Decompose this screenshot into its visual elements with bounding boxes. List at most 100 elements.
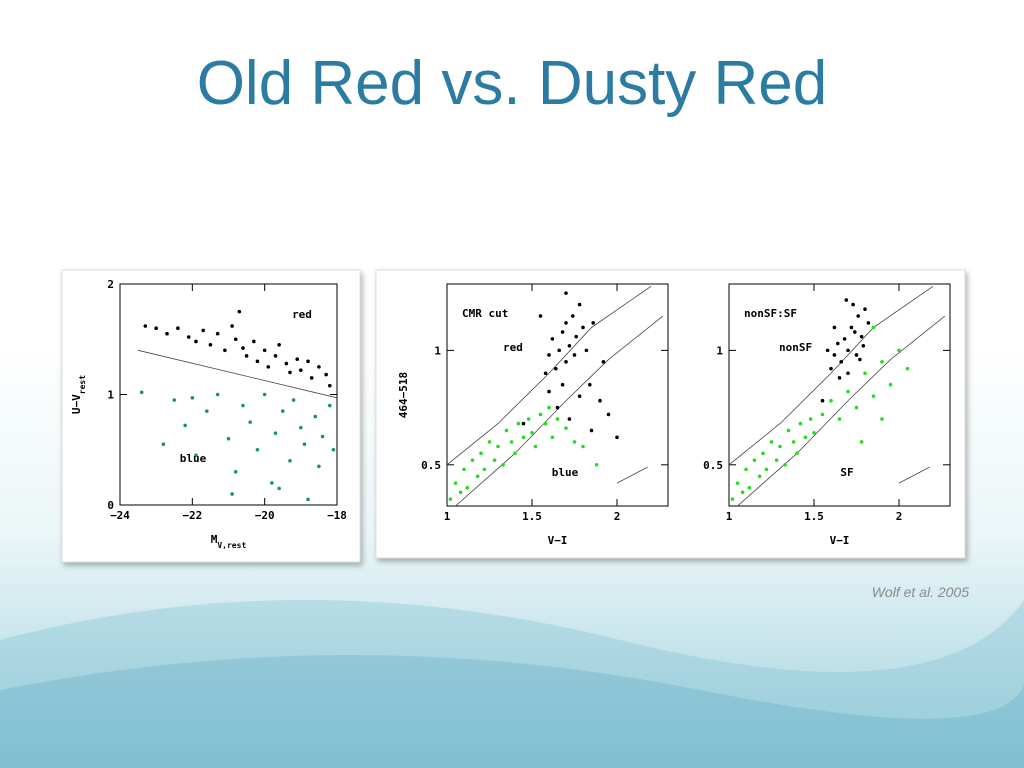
data-point (320, 434, 325, 439)
model-line (455, 315, 664, 506)
data-point (783, 463, 787, 467)
data-point (284, 361, 289, 366)
data-point (778, 444, 782, 449)
data-point (856, 314, 860, 318)
x-axis-label: V−I (548, 534, 568, 547)
data-point (458, 490, 463, 495)
data-point (226, 436, 231, 441)
data-point (270, 481, 274, 485)
data-point (584, 348, 589, 353)
x-tick-label: 1 (726, 510, 733, 523)
data-point (205, 409, 209, 413)
data-point (492, 458, 497, 463)
data-point (808, 417, 813, 421)
data-point (803, 435, 808, 440)
wave (0, 655, 1024, 768)
y-tick-label: 1 (716, 344, 723, 357)
data-point (577, 302, 582, 307)
data-point (880, 417, 884, 421)
data-point (820, 398, 825, 403)
data-point (161, 442, 166, 447)
x-tick-label: −24 (110, 509, 130, 522)
data-point (744, 467, 748, 472)
data-point (598, 398, 602, 403)
data-point (504, 428, 509, 433)
data-point (513, 451, 517, 456)
data-point (837, 417, 842, 421)
data-point (190, 396, 195, 400)
data-point (262, 348, 267, 353)
data-point (836, 341, 840, 346)
y-tick-label: 2 (107, 278, 114, 291)
x-axis-label: MV,rest (211, 533, 247, 550)
data-point (567, 417, 572, 421)
data-point (839, 360, 843, 364)
data-point (327, 383, 332, 388)
data-point (863, 371, 867, 376)
data-point (863, 307, 867, 311)
data-point (482, 467, 487, 472)
data-point (846, 348, 850, 353)
data-point (560, 382, 565, 387)
data-point (223, 348, 227, 353)
data-point (564, 360, 568, 364)
data-point (309, 376, 314, 380)
wave (0, 600, 1024, 768)
data-point (183, 423, 187, 428)
data-point (572, 440, 577, 444)
data-point (277, 486, 281, 491)
data-point (501, 463, 505, 467)
data-point (825, 348, 830, 353)
data-point (538, 314, 543, 318)
data-point (557, 348, 561, 353)
data-point (530, 430, 534, 435)
citation: Wolf et al. 2005 (871, 584, 969, 600)
data-point (730, 497, 735, 501)
data-point (554, 366, 558, 371)
data-point (241, 346, 245, 350)
data-point (516, 421, 521, 426)
data-point (858, 357, 862, 362)
panel-annotation: CMR cut (462, 307, 508, 320)
data-point (194, 339, 198, 344)
data-point (615, 435, 619, 440)
data-point (752, 458, 757, 463)
data-point (280, 409, 285, 413)
data-point (854, 405, 859, 410)
data-point (601, 360, 606, 364)
data-point (591, 321, 595, 325)
data-point (299, 368, 303, 372)
data-point (288, 370, 292, 375)
data-point (479, 451, 483, 456)
data-point (547, 389, 551, 394)
data-point (905, 366, 910, 371)
data-point (139, 390, 144, 395)
data-point (543, 421, 548, 426)
model-line (737, 315, 946, 506)
x-axis-label: V−I (830, 534, 850, 547)
group-label: blue (180, 452, 207, 465)
data-point (581, 444, 585, 449)
group-label: red (292, 308, 312, 321)
data-point (786, 428, 791, 433)
group-label: blue (552, 466, 579, 479)
data-point (230, 324, 234, 328)
data-point (795, 451, 799, 456)
data-point (550, 337, 555, 341)
data-point (820, 412, 825, 417)
data-point (866, 321, 871, 325)
data-point (233, 470, 238, 474)
data-point (277, 342, 281, 347)
data-point (533, 444, 538, 449)
data-point (302, 442, 307, 447)
data-point (871, 325, 876, 330)
y-axis-label-main: U−V (70, 394, 83, 414)
data-point (509, 440, 514, 444)
data-point (555, 405, 560, 410)
data-point (564, 426, 568, 430)
data-point (555, 417, 560, 421)
data-point (176, 326, 180, 331)
x-tick-label: −22 (182, 509, 202, 522)
data-point (589, 428, 594, 433)
